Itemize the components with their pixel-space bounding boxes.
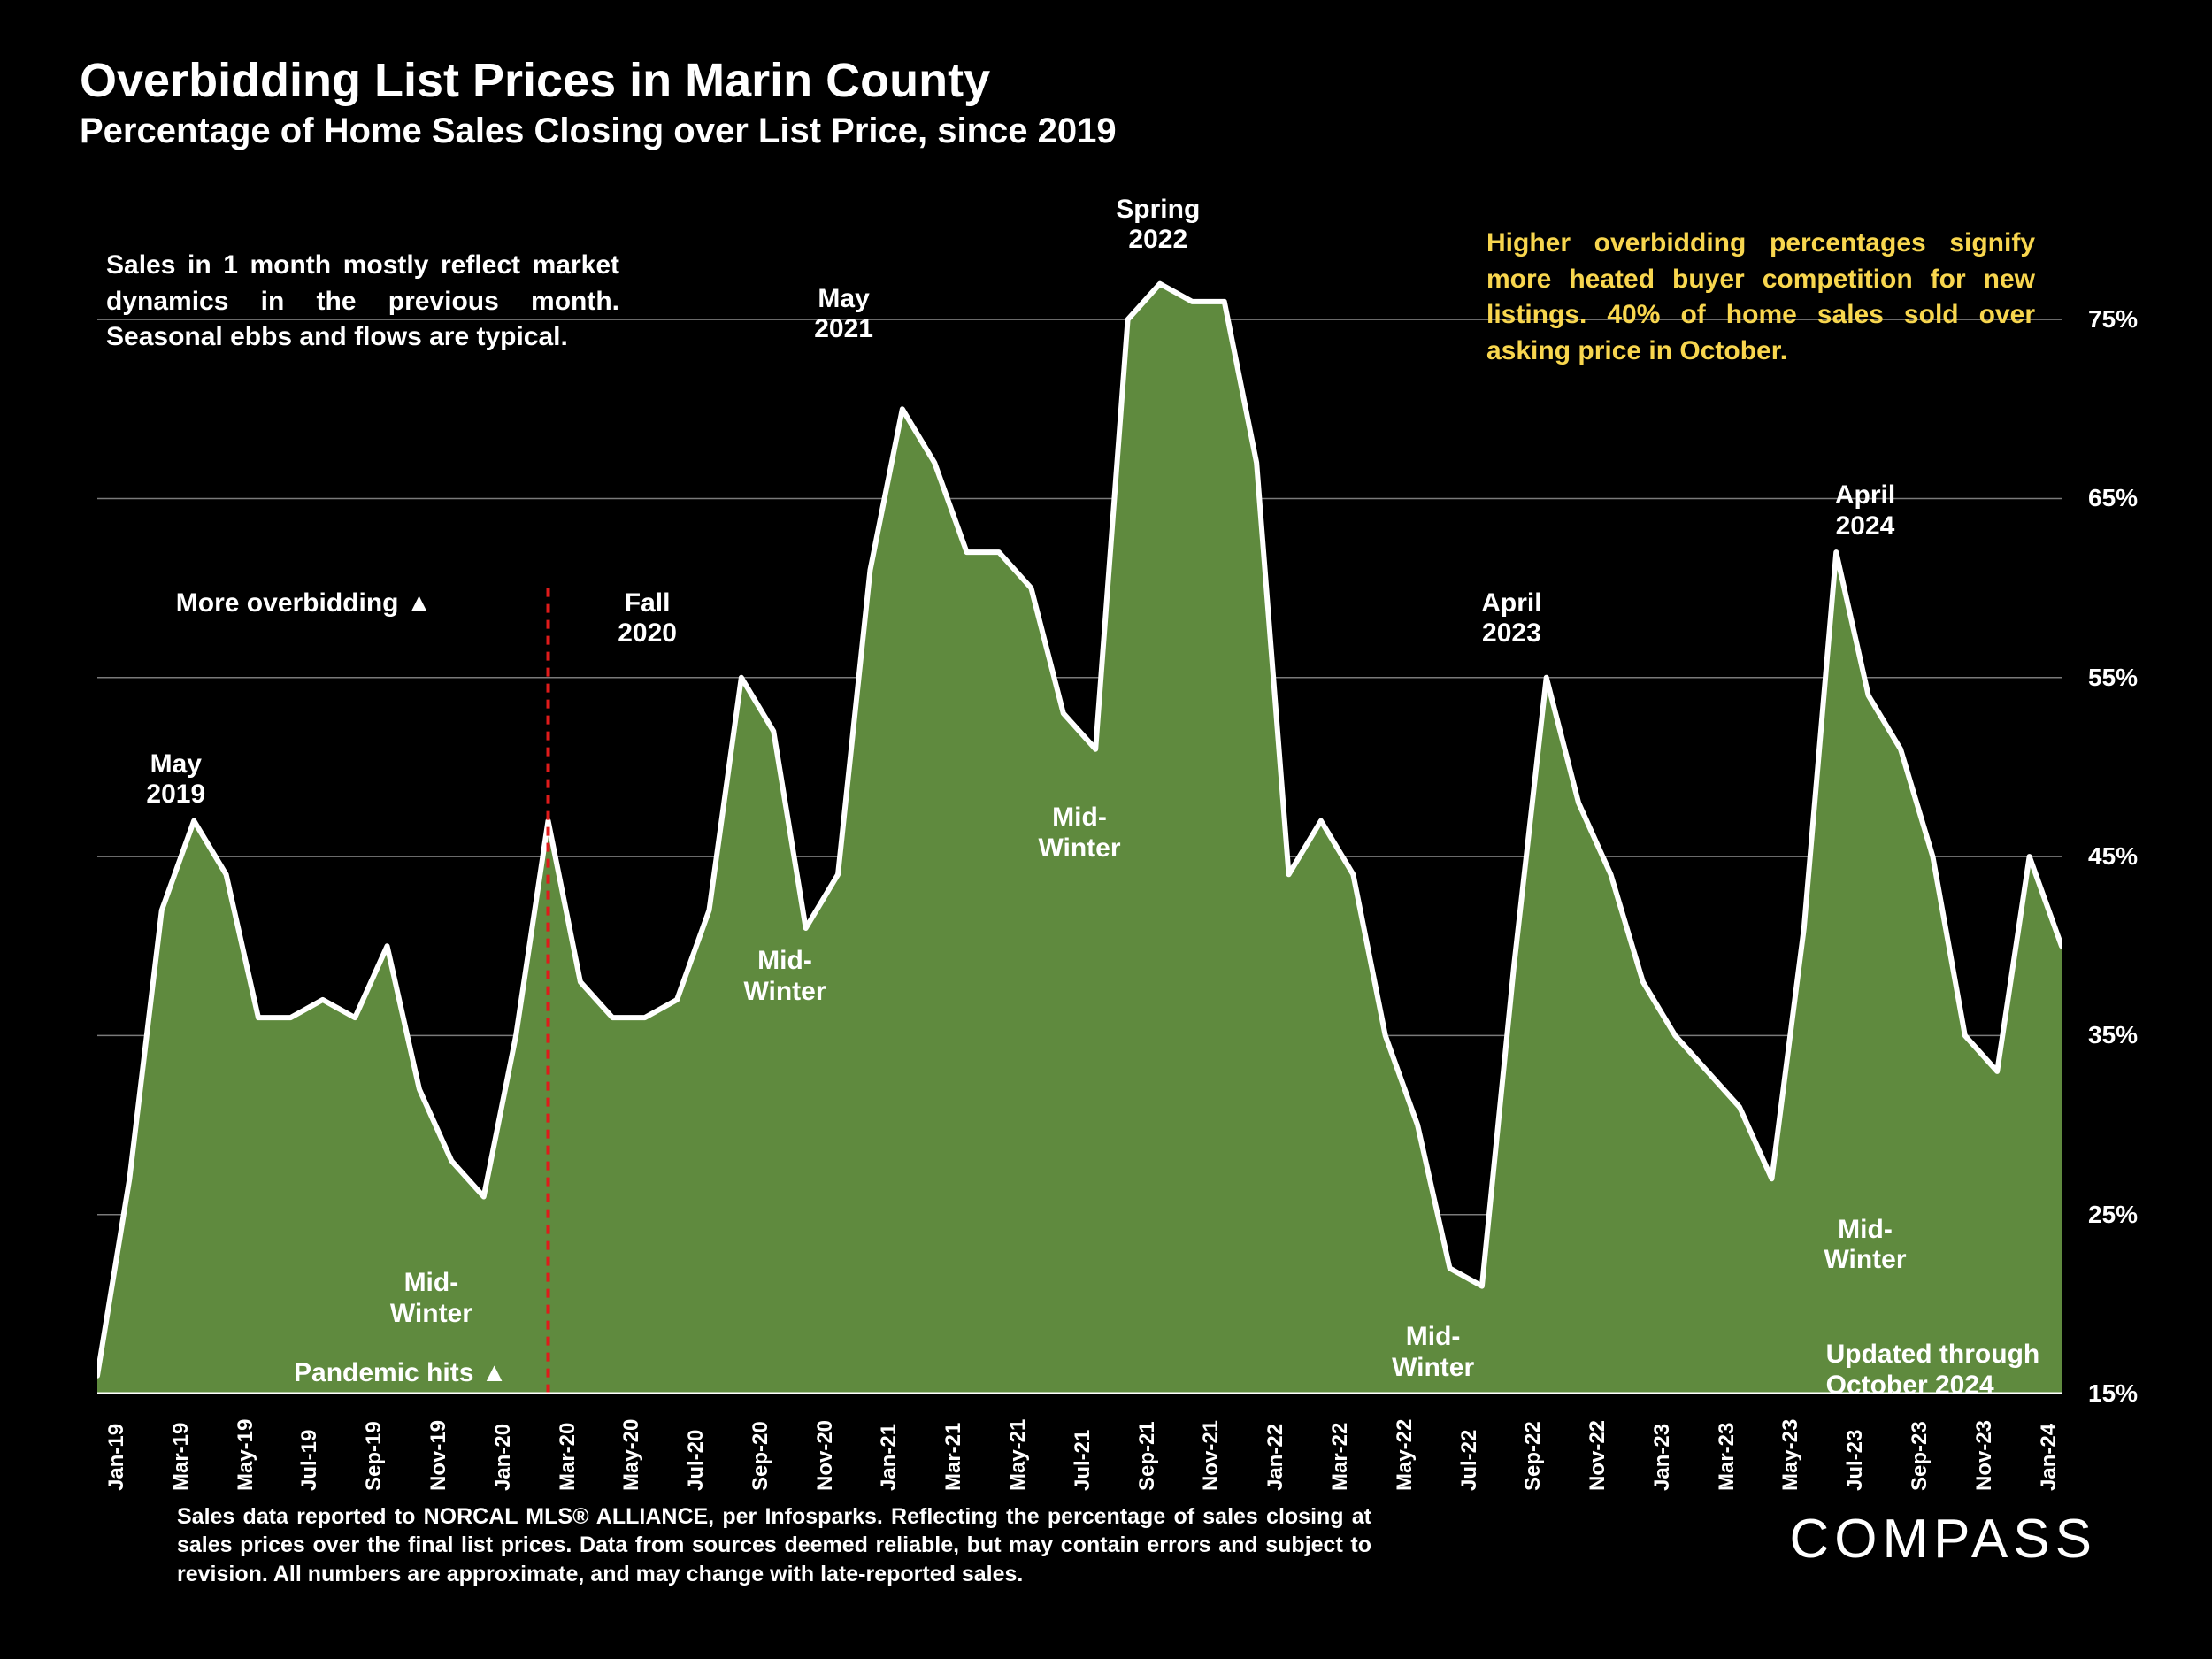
x-tick-label: Nov-19 (426, 1420, 451, 1491)
x-tick-label: Nov-21 (1199, 1420, 1224, 1491)
chart-title: Overbidding List Prices in Marin County (80, 53, 2132, 108)
chart-annotation: More overbidding ▲ (176, 588, 433, 619)
x-tick-label: May-21 (1006, 1419, 1031, 1491)
x-tick-label: May-23 (1778, 1419, 1803, 1491)
x-tick-label: Nov-23 (1972, 1420, 1997, 1491)
x-tick-label: Sep-22 (1521, 1421, 1546, 1491)
x-tick-label: Sep-19 (362, 1421, 387, 1491)
y-tick-label: 15% (2088, 1379, 2138, 1408)
x-tick-label: Jan-23 (1650, 1424, 1675, 1491)
chart-annotation: April2024 (1835, 480, 1895, 541)
x-tick-label: Sep-23 (1908, 1421, 1932, 1491)
chart-annotation: Spring2022 (1116, 195, 1200, 256)
x-tick-label: Jan-24 (2037, 1424, 2062, 1491)
y-tick-label: 75% (2088, 305, 2138, 334)
y-tick-label: 65% (2088, 484, 2138, 512)
x-tick-label: Sep-20 (749, 1421, 773, 1491)
x-tick-label: Mar-22 (1328, 1423, 1353, 1491)
x-tick-label: Jan-21 (877, 1424, 902, 1491)
chart-annotation: April2023 (1481, 588, 1541, 649)
x-tick-label: May-20 (619, 1419, 644, 1491)
y-tick-label: 55% (2088, 664, 2138, 692)
x-tick-label: Nov-22 (1586, 1420, 1610, 1491)
x-tick-label: Mar-19 (169, 1423, 194, 1491)
chart-annotation: Mid-Winter (1038, 803, 1120, 864)
x-tick-label: Jul-19 (297, 1430, 322, 1491)
chart-annotation: May2021 (814, 284, 873, 345)
x-tick-label: Jul-22 (1457, 1430, 1482, 1491)
x-tick-label: Jan-22 (1263, 1424, 1288, 1491)
x-tick-label: Mar-21 (941, 1423, 966, 1491)
y-tick-label: 45% (2088, 842, 2138, 871)
note-left: Sales in 1 month mostly reflect market d… (106, 248, 619, 356)
compass-logo: COMPASS (1790, 1508, 2097, 1571)
x-tick-label: Jul-20 (684, 1430, 709, 1491)
x-tick-label: Jul-21 (1071, 1430, 1095, 1491)
y-tick-label: 25% (2088, 1201, 2138, 1229)
x-tick-label: Mar-23 (1715, 1423, 1740, 1491)
chart-annotation: Fall2020 (618, 588, 677, 649)
x-tick-label: May-22 (1393, 1419, 1417, 1491)
chart-annotation: Mid-Winter (743, 946, 826, 1007)
chart-annotation: May2019 (146, 749, 205, 810)
chart-annotation: Mid-Winter (1824, 1215, 1906, 1276)
y-tick-label: 35% (2088, 1021, 2138, 1049)
chart-subtitle: Percentage of Home Sales Closing over Li… (80, 111, 2132, 151)
chart-annotation: Updated throughOctober 2024 (1826, 1340, 2040, 1401)
x-tick-label: Nov-20 (813, 1420, 838, 1491)
footnote: Sales data reported to NORCAL MLS® ALLIA… (177, 1502, 1371, 1589)
x-tick-label: May-19 (234, 1419, 258, 1491)
chart-annotation: Pandemic hits ▲ (294, 1358, 507, 1389)
x-tick-label: Jan-20 (491, 1424, 516, 1491)
chart-annotation: Mid-Winter (1392, 1322, 1474, 1383)
note-right: Higher overbidding percentages signify m… (1486, 226, 2035, 369)
x-tick-label: Sep-21 (1135, 1421, 1160, 1491)
chart-annotation: Mid-Winter (390, 1268, 472, 1329)
x-tick-label: Mar-20 (556, 1423, 580, 1491)
x-tick-label: Jan-19 (104, 1424, 129, 1491)
x-tick-label: Jul-23 (1843, 1430, 1868, 1491)
